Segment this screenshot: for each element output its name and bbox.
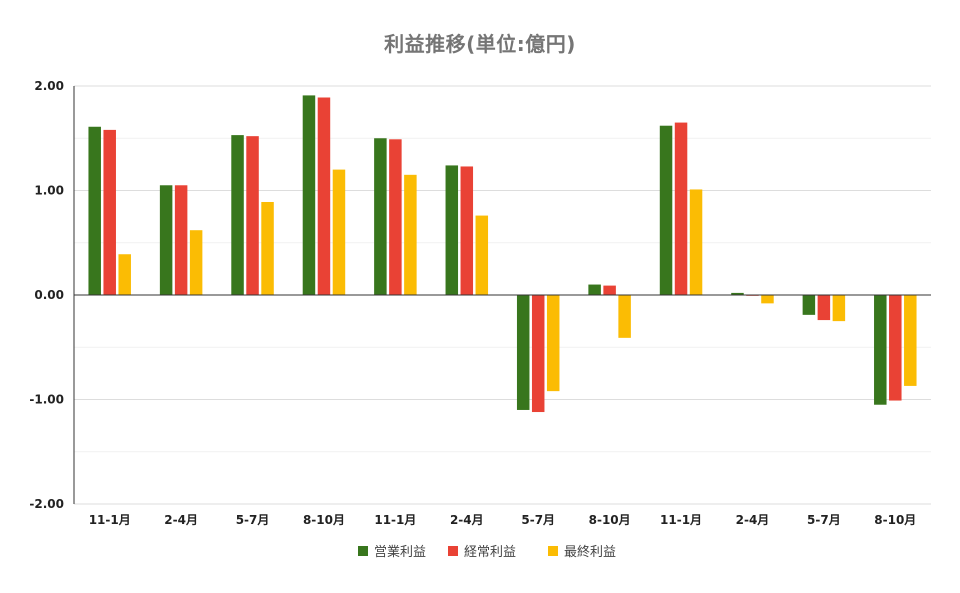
bar-2-11 bbox=[817, 295, 831, 321]
y-tick-label: 0.00 bbox=[34, 288, 64, 302]
bar-3-10 bbox=[761, 295, 774, 304]
x-tick-label: 5-7月 bbox=[807, 513, 841, 527]
bar-3-8 bbox=[618, 295, 631, 338]
bar-1-10 bbox=[731, 292, 744, 295]
bar-3-5 bbox=[404, 174, 417, 295]
bar-1-9 bbox=[659, 125, 673, 296]
bar-1-7 bbox=[516, 295, 530, 410]
bar-3-4 bbox=[332, 169, 346, 295]
x-tick-label: 11-1月 bbox=[374, 513, 416, 527]
x-tick-label: 5-7月 bbox=[521, 513, 555, 527]
bar-3-9 bbox=[689, 189, 703, 295]
x-tick-label: 2-4月 bbox=[736, 513, 770, 527]
bar-2-4 bbox=[317, 97, 331, 296]
bar-2-9 bbox=[674, 122, 688, 295]
legend-swatch-2 bbox=[448, 546, 458, 556]
bar-1-3 bbox=[231, 135, 244, 295]
x-tick-label: 8-10月 bbox=[874, 513, 916, 527]
bar-1-11 bbox=[802, 295, 816, 315]
chart-title: 利益推移(単位:億円) bbox=[384, 32, 576, 56]
bar-3-7 bbox=[546, 295, 560, 392]
x-tick-label: 11-1月 bbox=[89, 513, 131, 527]
bar-3-6 bbox=[475, 215, 489, 295]
bar-3-11 bbox=[832, 295, 846, 322]
bar-1-12 bbox=[874, 295, 887, 405]
bar-1-8 bbox=[588, 284, 601, 295]
axes: 2.00 1.00 0.00 -1.00 -2.00 11-1月 2-4月 5-7月 8-10月… bbox=[29, 79, 931, 527]
bar-2-7 bbox=[531, 295, 545, 413]
bar-2-12 bbox=[889, 295, 902, 401]
bar-1-2 bbox=[159, 185, 173, 295]
bar-1-5 bbox=[374, 138, 387, 295]
x-tick-label: 2-4月 bbox=[450, 513, 484, 527]
legend-swatch-3 bbox=[548, 546, 558, 556]
bar-2-6 bbox=[460, 166, 474, 295]
bars bbox=[88, 95, 917, 413]
legend-label-2: 経常利益 bbox=[464, 545, 516, 560]
x-tick-label: 8-10月 bbox=[589, 513, 631, 527]
bar-1-1 bbox=[88, 126, 101, 295]
bar-2-5 bbox=[389, 139, 402, 295]
grid-lines bbox=[74, 85, 931, 505]
bar-3-2 bbox=[189, 230, 203, 295]
legend: 営業利益 経常利益 最終利益 bbox=[358, 544, 616, 560]
x-tick-label: 8-10月 bbox=[303, 513, 345, 527]
bar-3-1 bbox=[118, 254, 131, 295]
x-tick-label: 2-4月 bbox=[164, 513, 198, 527]
bar-1-4 bbox=[302, 95, 316, 295]
bar-3-3 bbox=[261, 201, 274, 295]
y-tick-label: -1.00 bbox=[29, 393, 64, 407]
y-tick-label: 2.00 bbox=[34, 79, 64, 93]
bar-2-2 bbox=[174, 185, 188, 295]
bar-2-8 bbox=[603, 285, 616, 295]
legend-label-1: 営業利益 bbox=[374, 544, 426, 560]
bar-2-3 bbox=[246, 136, 259, 295]
legend-label-3: 最終利益 bbox=[564, 544, 616, 560]
legend-swatch-1 bbox=[358, 546, 368, 556]
bar-1-6 bbox=[445, 165, 459, 295]
y-tick-label: -2.00 bbox=[29, 497, 64, 511]
bar-3-12 bbox=[904, 295, 917, 386]
x-tick-label: 11-1月 bbox=[660, 513, 702, 527]
y-tick-label: 1.00 bbox=[34, 184, 64, 198]
x-tick-label: 5-7月 bbox=[236, 513, 270, 527]
bar-2-1 bbox=[103, 129, 116, 295]
